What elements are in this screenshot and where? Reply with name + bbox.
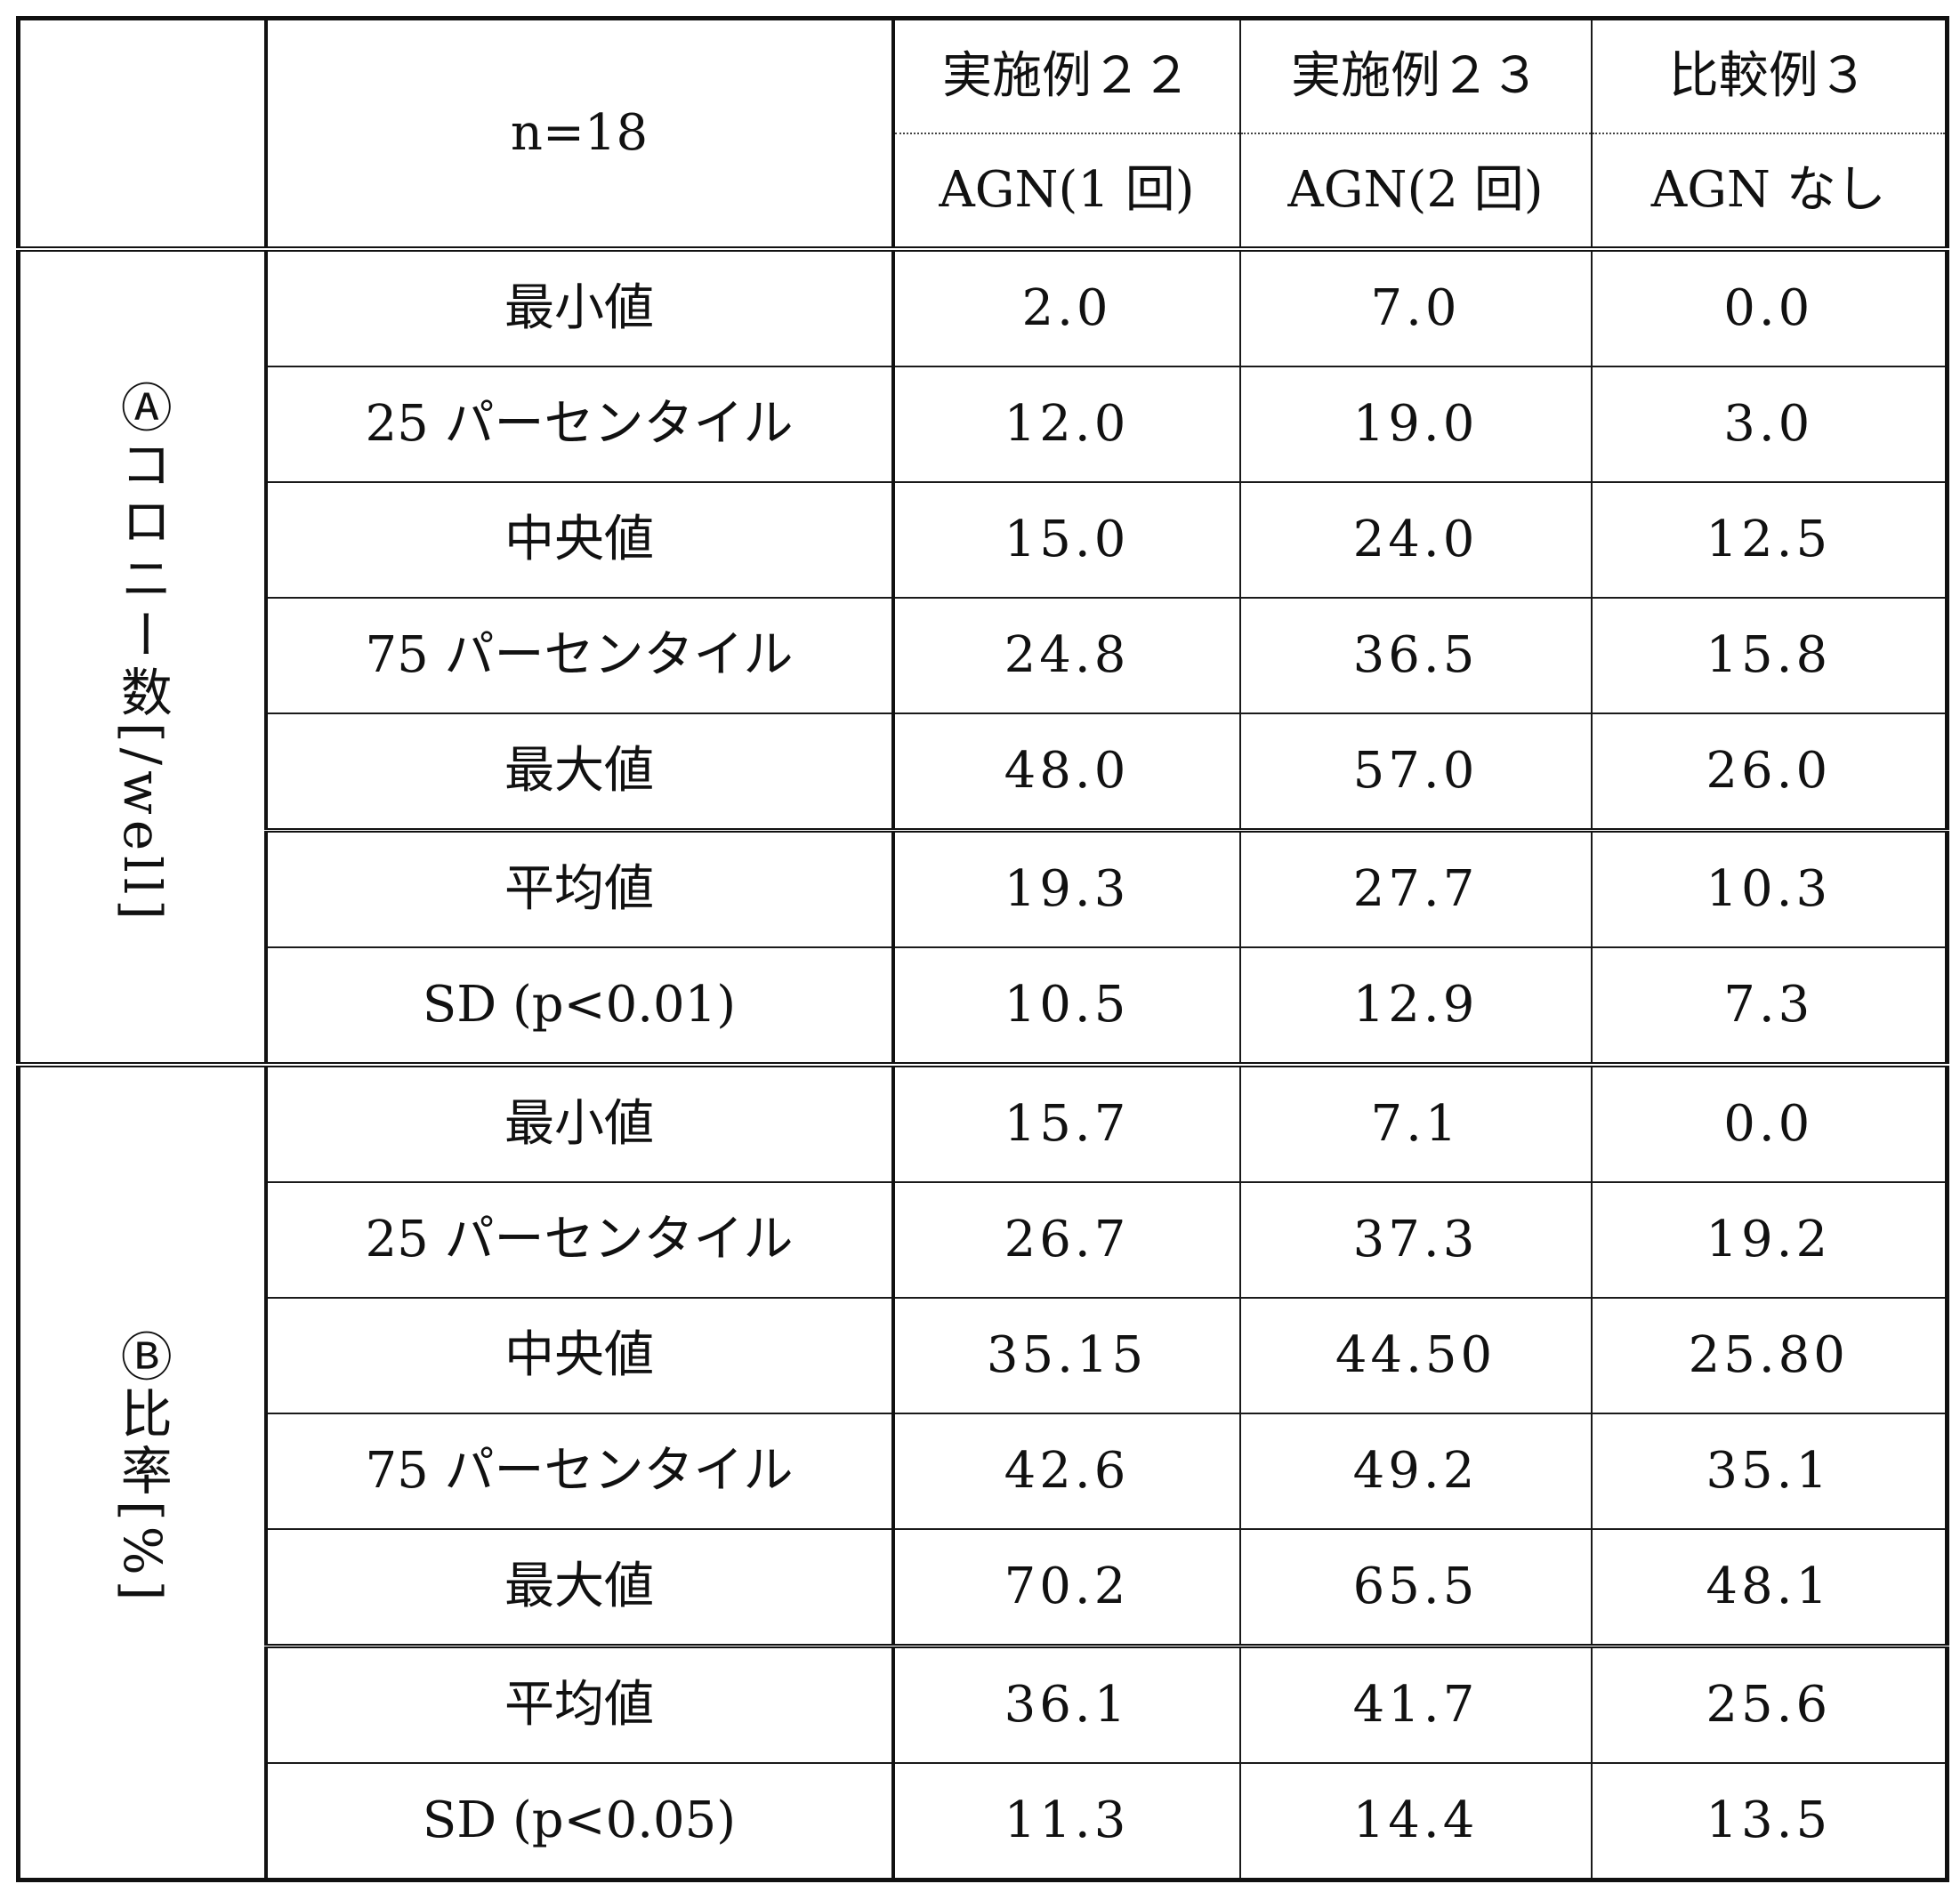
row-label: 25 パーセンタイル [264,366,895,483]
value-cell: 0.0 [1590,246,1949,367]
row-label: 最小値 [264,246,895,367]
value-cell: 26.7 [891,1181,1241,1299]
value-cell: 19.0 [1238,366,1593,483]
value-cell: 15.7 [891,1062,1241,1183]
value-cell: 2.0 [891,246,1241,367]
col-header-condition: AGN(1 回) [891,133,1241,250]
row-label: 最大値 [264,1528,895,1647]
col-header-name: 比較例３ [1590,16,1949,134]
value-cell: 49.2 [1238,1413,1593,1530]
value-cell: 41.7 [1238,1644,1593,1764]
value-cell: 7.3 [1590,946,1949,1066]
table-row: Ⓐコロニー数[/well] 最小値 2.0 7.0 0.0 [16,246,1949,1066]
col-header-name: 実施例２３ [1238,16,1593,134]
section-a-label: Ⓐコロニー数[/well] [16,246,268,1066]
value-cell: 7.1 [1238,1062,1593,1183]
value-cell: 36.5 [1238,597,1593,714]
table-row: 平均値 36.1 41.7 25.6 [19,1644,1949,1764]
value-cell: 36.1 [891,1644,1241,1764]
section-b-label-text: Ⓑ比率[%] [111,1330,173,1606]
row-label: 中央値 [264,1297,895,1414]
value-cell: 57.0 [1238,713,1593,832]
table-row: 中央値 15.0 24.0 12.5 [19,481,1949,599]
value-cell: 14.4 [1238,1762,1593,1882]
value-cell: 25.80 [1590,1297,1949,1414]
value-cell: 44.50 [1238,1297,1593,1414]
value-cell: 35.15 [891,1297,1241,1414]
value-cell: 15.0 [891,481,1241,599]
row-label: SD (p<0.05) [264,1762,895,1882]
value-cell: 48.1 [1590,1528,1949,1647]
table-row: 25 パーセンタイル 12.0 19.0 3.0 [19,366,1949,483]
table-row: Ⓑ比率[%] 最小値 15.7 7.1 0.0 [16,1062,1949,1882]
n-label: n=18 [510,104,649,162]
header-row-names: n=18 実施例２２ 実施例２３ 比較例３ [16,16,1949,250]
table-row: SD (p<0.01) 10.5 12.9 7.3 [19,946,1949,1066]
value-cell: 24.0 [1238,481,1593,599]
value-cell: 65.5 [1238,1528,1593,1647]
row-label: 25 パーセンタイル [264,1181,895,1299]
row-label: 最大値 [264,713,895,832]
value-cell: 10.3 [1590,828,1949,948]
value-cell: 12.9 [1238,946,1593,1066]
value-cell: 15.8 [1590,597,1949,714]
value-cell: 13.5 [1590,1762,1949,1882]
value-cell: 25.6 [1590,1644,1949,1764]
value-cell: 35.1 [1590,1413,1949,1530]
value-cell: 3.0 [1590,366,1949,483]
col-header-name: 実施例２２ [891,16,1241,134]
row-label: 最小値 [264,1062,895,1183]
data-table: n=18 実施例２２ 実施例２３ 比較例３ AGN(1 回) AGN(2 回) … [16,16,1949,1882]
value-cell: 7.0 [1238,246,1593,367]
value-cell: 48.0 [891,713,1241,832]
value-cell: 27.7 [1238,828,1593,948]
table-row: 中央値 35.15 44.50 25.80 [19,1297,1949,1414]
row-label: 75 パーセンタイル [264,1413,895,1530]
table-row: 平均値 19.3 27.7 10.3 [19,828,1949,948]
row-label: SD (p<0.01) [264,946,895,1066]
table-row: 75 パーセンタイル 42.6 49.2 35.1 [19,1413,1949,1530]
value-cell: 12.0 [891,366,1241,483]
value-cell: 42.6 [891,1413,1241,1530]
value-cell: 70.2 [891,1528,1241,1647]
section-b-label: Ⓑ比率[%] [16,1062,268,1882]
value-cell: 12.5 [1590,481,1949,599]
n-label-cell: n=18 [264,16,895,250]
value-cell: 26.0 [1590,713,1949,832]
corner-cell [16,16,268,250]
table-row: 最大値 48.0 57.0 26.0 [19,713,1949,832]
table-row: 最大値 70.2 65.5 48.1 [19,1528,1949,1647]
col-header-condition: AGN なし [1590,133,1949,250]
row-label: 平均値 [264,1644,895,1764]
section-a-label-text: Ⓐコロニー数[/well] [111,380,173,925]
col-header-condition: AGN(2 回) [1238,133,1593,250]
table-row: 75 パーセンタイル 24.8 36.5 15.8 [19,597,1949,714]
value-cell: 11.3 [891,1762,1241,1882]
value-cell: 19.2 [1590,1181,1949,1299]
value-cell: 19.3 [891,828,1241,948]
value-cell: 0.0 [1590,1062,1949,1183]
row-label: 75 パーセンタイル [264,597,895,714]
row-label: 平均値 [264,828,895,948]
row-label: 中央値 [264,481,895,599]
value-cell: 24.8 [891,597,1241,714]
header-row-conditions: AGN(1 回) AGN(2 回) AGN なし [19,133,1949,250]
value-cell: 10.5 [891,946,1241,1066]
table-row: SD (p<0.05) 11.3 14.4 13.5 [19,1762,1949,1882]
table-row: 25 パーセンタイル 26.7 37.3 19.2 [19,1181,1949,1299]
value-cell: 37.3 [1238,1181,1593,1299]
